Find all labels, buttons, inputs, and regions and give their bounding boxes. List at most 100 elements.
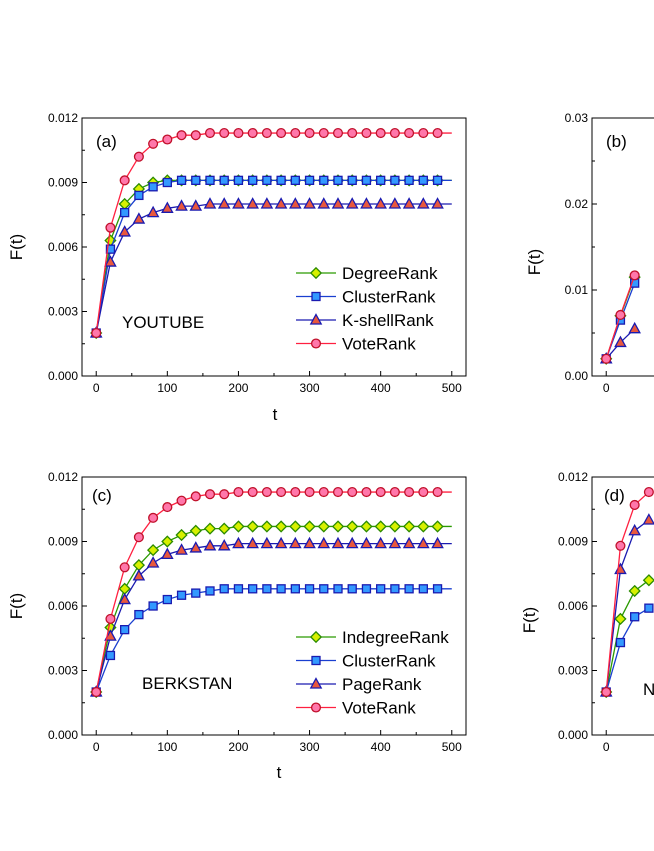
legend-entry-ClusterRank: ClusterRank [342, 652, 436, 671]
data-point-PageRank [303, 536, 316, 549]
legend-marker-ClusterRank [311, 291, 321, 302]
data-point-ClusterRank [148, 601, 158, 611]
data-point-VoteRank [361, 486, 372, 498]
data-point-VoteRank [148, 138, 159, 149]
data-point-VoteRank [332, 128, 344, 139]
y-tick-label-d: 0.003 [558, 664, 588, 678]
data-point-VoteRank [190, 130, 201, 141]
series-group-c [89, 486, 452, 699]
data-point-K-shellRank [274, 197, 288, 209]
data-point-IndegreeRank [274, 520, 288, 533]
data-point-ClusterRank [347, 584, 357, 594]
data-point-IndegreeRank [232, 520, 245, 533]
y-axis-label-b: F(t) [525, 249, 544, 275]
y-tick-label-a: 0.006 [48, 240, 78, 254]
data-point-VoteRank [418, 486, 429, 498]
data-point-IndegreeRank [175, 528, 188, 542]
series-line-square [605, 607, 650, 693]
data-point-VoteRank [432, 486, 443, 498]
data-point-diamond [614, 612, 627, 626]
data-point-VoteRank [290, 128, 301, 139]
data-point-IndegreeRank [146, 543, 160, 557]
data-point-VoteRank [347, 128, 358, 139]
data-point-K-shellRank [132, 212, 146, 224]
data-point-VoteRank [276, 128, 287, 139]
data-point-VoteRank [290, 486, 301, 498]
data-point-VoteRank [133, 151, 144, 162]
data-point-VoteRank [347, 486, 358, 498]
data-point-PageRank [402, 536, 416, 549]
panel-b: 0.00 0.01 0.02 0.03 0 F(t) (b) [525, 111, 654, 395]
data-point-ClusterRank [304, 175, 315, 186]
data-point-VoteRank [318, 486, 329, 498]
y-tick-label-b: 0.01 [565, 283, 589, 297]
data-point-PageRank [331, 536, 345, 549]
data-point-IndegreeRank [331, 520, 345, 533]
data-point-PageRank [232, 536, 245, 549]
data-point-triangle [614, 562, 627, 575]
panel-label-b: (b) [606, 132, 627, 151]
data-point-triangle [614, 335, 627, 348]
data-point-PageRank [217, 538, 231, 551]
data-point-PageRank [203, 538, 217, 551]
data-point-K-shellRank [331, 197, 345, 209]
x-tick-label-c: 400 [371, 740, 391, 754]
data-point-VoteRank [375, 486, 386, 498]
data-point-K-shellRank [104, 255, 117, 267]
data-point-K-shellRank [417, 197, 430, 209]
data-point-ClusterRank [205, 175, 215, 186]
legend-entry-K-shellRank: K-shellRank [342, 311, 434, 330]
y-tick-label-a: 0.000 [48, 369, 78, 383]
x-tick-label-c: 200 [228, 740, 248, 754]
x-tick-label-c: 0 [93, 740, 100, 754]
data-point-K-shellRank [203, 197, 217, 209]
y-tick-label-b: 0.02 [565, 197, 589, 211]
series-group-a [89, 128, 452, 340]
dataset-label-c: BERKSTAN [142, 674, 232, 693]
data-point-K-shellRank [345, 197, 359, 209]
data-point-K-shellRank [360, 197, 373, 209]
y-axis-label-d: F(t) [520, 607, 539, 633]
data-point-VoteRank [162, 502, 173, 513]
data-point-PageRank [345, 536, 359, 549]
data-point-circle [615, 309, 626, 320]
data-point-PageRank [175, 543, 188, 555]
data-point-VoteRank [204, 128, 216, 139]
y-tick-label-d: 0.006 [558, 599, 588, 613]
data-point-triangle [642, 513, 654, 525]
data-point-PageRank [118, 592, 131, 605]
data-point-PageRank [317, 536, 331, 549]
y-axis-label-a: F(t) [7, 234, 26, 260]
y-tick-label-c: 0.006 [48, 599, 78, 613]
legend-marker-VoteRank [310, 338, 322, 349]
data-point-VoteRank [105, 222, 116, 233]
y-axis-label-c: F(t) [7, 593, 26, 619]
data-point-ClusterRank [290, 584, 300, 594]
data-point-VoteRank [219, 489, 230, 500]
data-point-ClusterRank [120, 207, 130, 218]
dataset-label-d: N [643, 680, 654, 699]
x-tick-label-a: 0 [93, 381, 100, 395]
series-line-triangle [605, 519, 650, 693]
data-point-ClusterRank [347, 175, 357, 186]
data-point-ClusterRank [120, 625, 130, 635]
dataset-label-a: YOUTUBE [122, 313, 204, 332]
data-point-PageRank [161, 547, 174, 560]
data-point-ClusterRank [404, 584, 414, 594]
data-point-ClusterRank [248, 175, 258, 186]
data-point-IndegreeRank [431, 520, 444, 533]
data-point-IndegreeRank [360, 520, 373, 533]
data-point-ClusterRank [233, 584, 244, 594]
data-point-PageRank [431, 536, 444, 549]
data-point-VoteRank [148, 512, 159, 523]
data-point-ClusterRank [162, 594, 172, 605]
data-point-PageRank [388, 536, 402, 549]
data-point-IndegreeRank [417, 520, 430, 533]
panel-label-a: (a) [96, 132, 117, 151]
data-point-ClusterRank [333, 175, 343, 186]
data-point-ClusterRank [162, 177, 172, 188]
data-point-circle [643, 486, 654, 498]
data-point-VoteRank [375, 128, 386, 139]
data-point-ClusterRank [191, 175, 201, 186]
y-tick-label-a: 0.012 [48, 111, 78, 125]
